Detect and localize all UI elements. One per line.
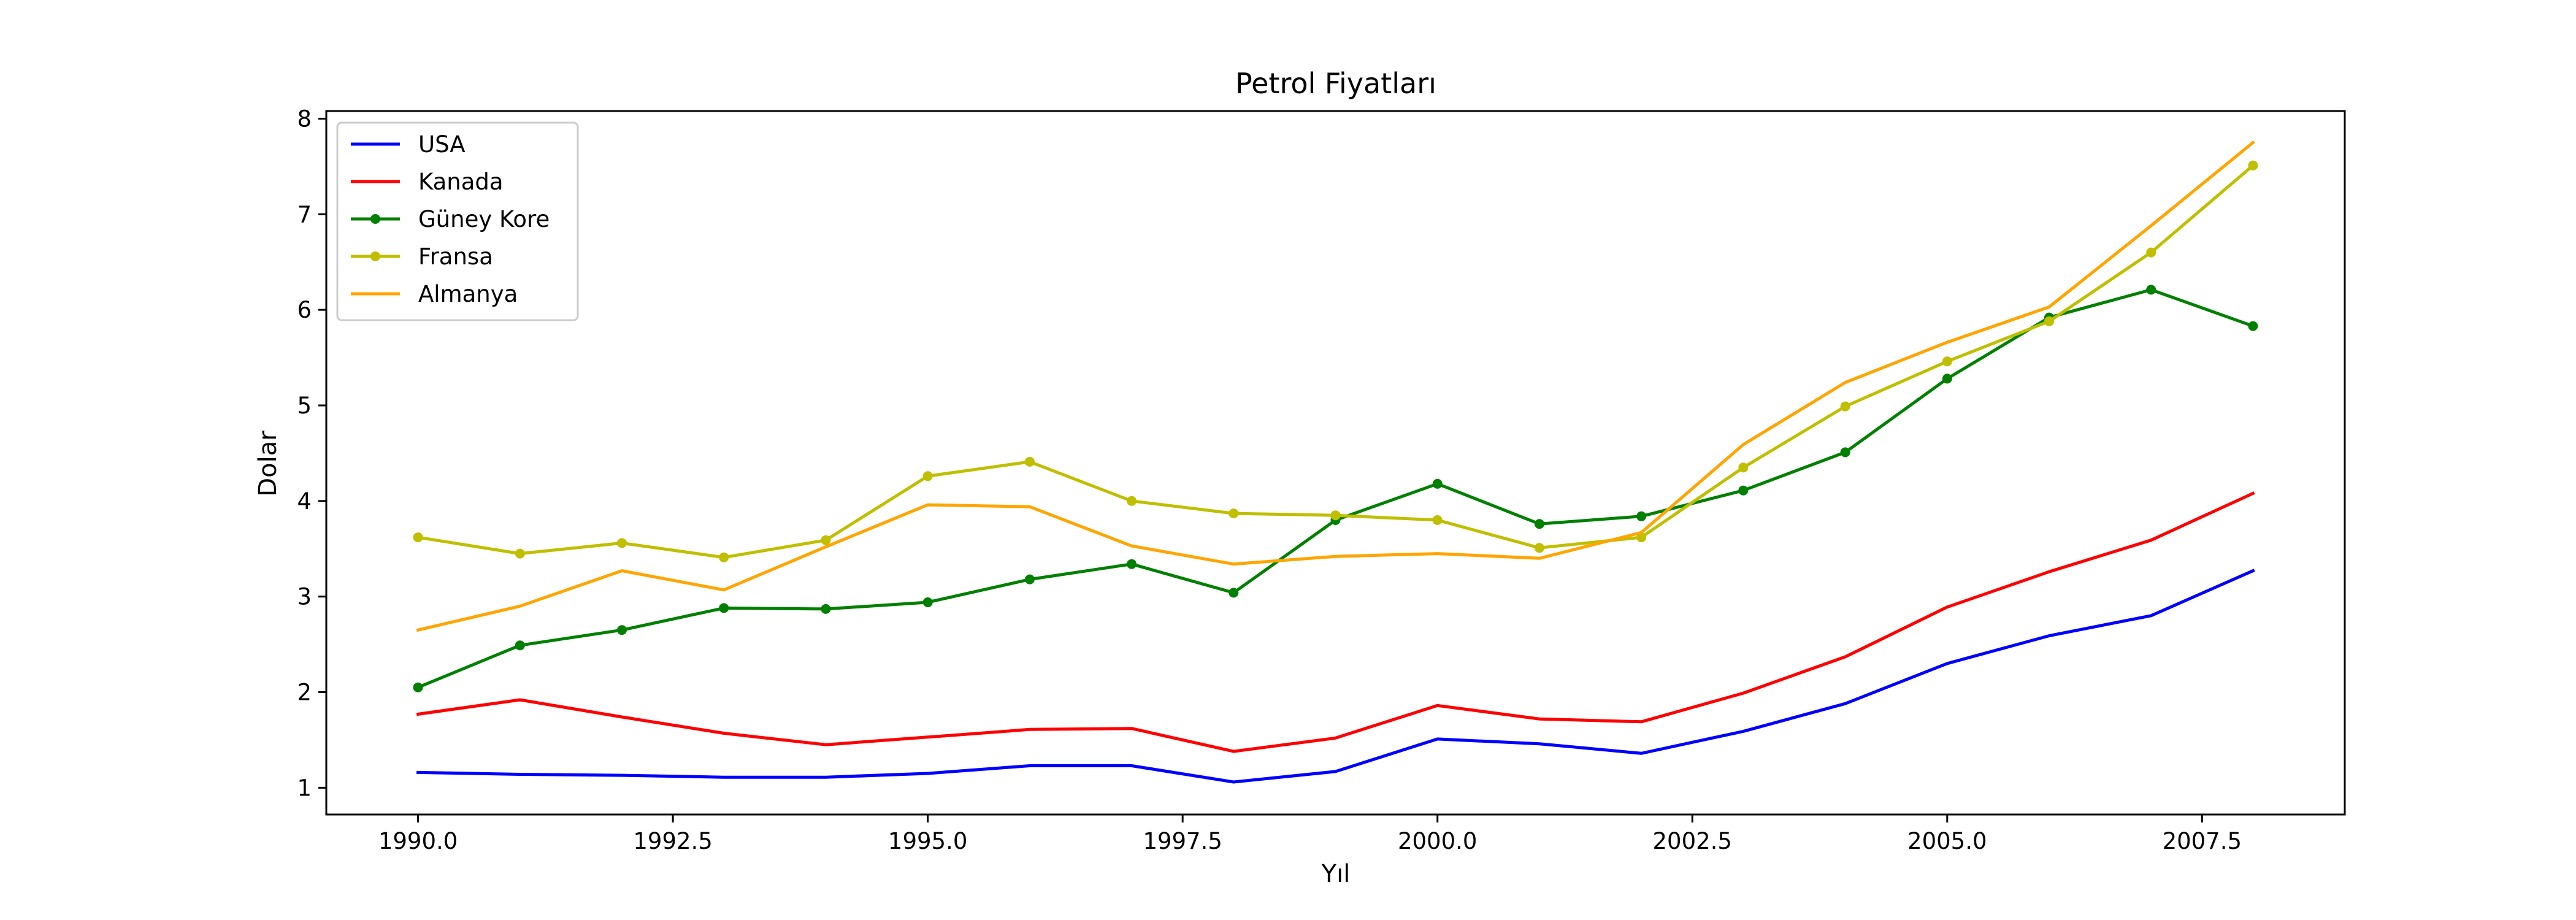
legend-entry-4: Almanya xyxy=(351,281,518,307)
legend-marker xyxy=(370,214,380,224)
chart-title: Petrol Fiyatları xyxy=(1235,67,1436,100)
data-point xyxy=(413,682,423,692)
data-point xyxy=(1432,478,1443,489)
data-point xyxy=(719,603,729,613)
plot-area xyxy=(413,140,2258,784)
legend-entry-1: Kanada xyxy=(351,169,504,195)
x-tick-label: 1992.5 xyxy=(633,828,712,854)
data-point xyxy=(1127,496,1137,506)
data-point xyxy=(1840,447,1850,458)
series-line xyxy=(416,491,2255,753)
data-point xyxy=(1534,543,1544,553)
data-point xyxy=(1432,515,1443,525)
x-tick-label: 1995.0 xyxy=(888,828,967,854)
data-point xyxy=(2044,316,2054,326)
series-1 xyxy=(416,491,2255,753)
data-point xyxy=(2248,321,2258,331)
data-point xyxy=(1024,456,1035,467)
x-tick-label: 2000.0 xyxy=(1398,828,1477,854)
data-point xyxy=(1738,462,1749,473)
data-point xyxy=(617,625,627,635)
x-axis-label: Yıl xyxy=(1321,860,1351,888)
legend-box xyxy=(336,121,579,321)
legend-label: USA xyxy=(418,131,466,158)
data-point xyxy=(515,640,525,651)
x-tick-label: 1990.0 xyxy=(378,828,458,854)
x-tick-label: 1997.5 xyxy=(1143,828,1222,854)
legend-entry-3: Fransa xyxy=(351,243,493,270)
legend: USA Kanada Güney Kore Fransa Almanya xyxy=(336,121,579,321)
legend-entry-2: Güney Kore xyxy=(351,206,550,232)
data-point xyxy=(1738,485,1749,496)
data-point xyxy=(719,552,729,562)
y-tick-label: 2 xyxy=(297,680,312,706)
data-point xyxy=(1229,588,1239,598)
data-point xyxy=(1636,532,1647,543)
data-point xyxy=(1229,508,1239,519)
y-axis-label: Dolar xyxy=(254,431,282,497)
legend-label: Fransa xyxy=(418,243,493,270)
legend-entry-0: USA xyxy=(351,131,466,158)
legend-label: Kanada xyxy=(418,169,504,195)
legend-label: Almanya xyxy=(418,281,518,307)
y-tick-label: 7 xyxy=(297,201,312,228)
series-0 xyxy=(416,569,2255,784)
y-tick-label: 1 xyxy=(297,775,312,801)
data-point xyxy=(1024,574,1035,585)
data-point xyxy=(922,471,933,481)
y-tick-label: 3 xyxy=(297,584,312,610)
data-point xyxy=(1840,401,1850,412)
y-tick-label: 8 xyxy=(297,105,312,132)
x-tick-label: 2002.5 xyxy=(1653,828,1732,854)
plot-frame xyxy=(325,110,2346,816)
data-point xyxy=(2146,247,2156,258)
data-point xyxy=(922,597,933,607)
series-line xyxy=(416,140,2255,632)
data-point xyxy=(821,535,831,545)
axes: 1990.0 1992.5 1995.0 1997.5 2000.0 2002.5 2005… xyxy=(297,105,2346,854)
y-tick-label: 4 xyxy=(297,488,312,515)
y-tick-label: 5 xyxy=(297,393,312,419)
series-line xyxy=(416,569,2255,784)
y-tick-label: 6 xyxy=(297,297,312,323)
x-tick-label: 2005.0 xyxy=(1907,828,1987,854)
data-point xyxy=(515,548,525,559)
data-point xyxy=(2146,285,2156,295)
data-point xyxy=(413,532,423,543)
data-point xyxy=(821,604,831,614)
data-point xyxy=(1127,559,1137,569)
data-point xyxy=(1534,519,1544,529)
legend-marker xyxy=(370,251,380,261)
data-point xyxy=(2248,160,2258,171)
legend-label: Güney Kore xyxy=(418,206,550,232)
data-point xyxy=(1942,374,1952,384)
data-point xyxy=(1636,511,1647,521)
data-point xyxy=(1942,356,1952,367)
series-3 xyxy=(413,160,2258,562)
data-point xyxy=(1330,510,1341,521)
series-4 xyxy=(416,140,2255,632)
data-point xyxy=(617,538,627,548)
x-tick-label: 2007.5 xyxy=(2163,828,2242,854)
